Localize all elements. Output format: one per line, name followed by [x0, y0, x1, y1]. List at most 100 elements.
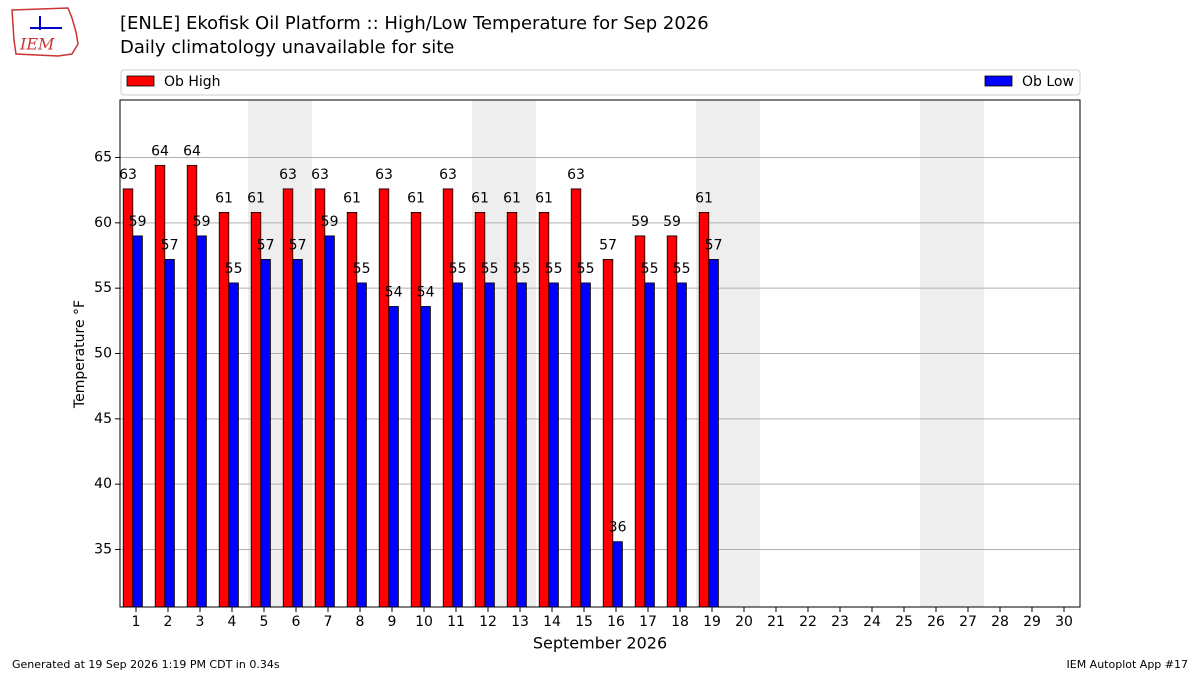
bar	[666, 235, 678, 608]
value-label: 57	[161, 237, 179, 253]
bar	[154, 164, 166, 608]
bar	[676, 282, 687, 608]
y-axis-label: Temperature °F	[72, 300, 88, 409]
bar	[452, 282, 463, 608]
y-tick-label: 40	[94, 476, 112, 492]
value-label: 64	[151, 143, 169, 159]
value-label: 55	[449, 261, 467, 277]
x-tick-label: 23	[831, 614, 849, 630]
x-tick-label: 28	[991, 614, 1009, 630]
bar	[122, 188, 134, 608]
value-label: 54	[417, 284, 435, 300]
value-label: 61	[343, 190, 361, 206]
x-tick-label: 22	[799, 614, 817, 630]
bar	[484, 282, 495, 608]
y-tick-label: 65	[94, 149, 112, 165]
bar	[260, 259, 271, 608]
x-tick-label: 8	[356, 614, 365, 630]
value-label: 55	[481, 261, 499, 277]
bar	[698, 211, 710, 608]
value-label: 61	[695, 190, 713, 206]
x-tick-label: 21	[767, 614, 785, 630]
x-tick-label: 14	[543, 614, 561, 630]
footer-left: Generated at 19 Sep 2026 1:19 PM CDT in …	[12, 658, 280, 671]
x-tick-label: 6	[292, 614, 301, 630]
x-tick-label: 15	[575, 614, 593, 630]
bar	[548, 282, 559, 608]
bar	[708, 259, 719, 608]
bar	[196, 235, 207, 608]
value-label: 63	[439, 167, 457, 183]
value-label: 57	[289, 237, 307, 253]
value-label: 55	[225, 261, 243, 277]
x-tick-label: 9	[388, 614, 397, 630]
plot-frame	[119, 99, 1081, 608]
bar	[442, 188, 454, 608]
chart-title: [ENLE] Ekofisk Oil Platform :: High/Low …	[120, 13, 709, 34]
bar	[356, 282, 367, 608]
bar	[570, 188, 582, 608]
value-label: 63	[375, 167, 393, 183]
value-label: 57	[599, 237, 617, 253]
value-label: 61	[215, 190, 233, 206]
value-label: 61	[247, 190, 265, 206]
x-tick-label: 17	[639, 614, 657, 630]
value-label: 64	[183, 143, 201, 159]
y-tick-label: 55	[94, 280, 112, 296]
x-tick-label: 10	[415, 614, 433, 630]
x-tick-label: 1	[132, 614, 141, 630]
value-label: 55	[353, 261, 371, 277]
value-label: 61	[407, 190, 425, 206]
value-label: 57	[257, 237, 275, 253]
y-tick-label: 50	[94, 346, 112, 362]
value-label: 59	[663, 214, 681, 230]
bar	[228, 282, 239, 608]
x-tick-label: 12	[479, 614, 497, 630]
bar	[186, 164, 198, 608]
value-label: 55	[641, 261, 659, 277]
value-label: 61	[535, 190, 553, 206]
value-label: 63	[311, 167, 329, 183]
x-tick-label: 30	[1055, 614, 1073, 630]
value-label: 63	[279, 167, 297, 183]
x-tick-label: 20	[735, 614, 753, 630]
x-tick-label: 25	[895, 614, 913, 630]
bar	[516, 282, 527, 608]
x-tick-label: 5	[260, 614, 269, 630]
logo-outline	[11, 7, 79, 57]
chart-subtitle: Daily climatology unavailable for site	[120, 37, 454, 58]
y-tick-label: 60	[94, 215, 112, 231]
bar	[602, 259, 614, 608]
x-tick-label: 3	[196, 614, 205, 630]
x-tick-label: 29	[1023, 614, 1041, 630]
x-tick-label: 16	[607, 614, 625, 630]
value-label: 63	[119, 167, 137, 183]
bar	[388, 306, 399, 608]
legend-swatch	[126, 75, 155, 87]
bar	[410, 211, 422, 608]
x-tick-label: 7	[324, 614, 333, 630]
x-tick-label: 27	[959, 614, 977, 630]
legend-swatch	[984, 75, 1013, 87]
value-label: 54	[385, 284, 403, 300]
x-tick-label: 4	[228, 614, 237, 630]
bar	[324, 235, 335, 608]
bar	[378, 188, 390, 608]
x-tick-label: 13	[511, 614, 529, 630]
value-label: 36	[609, 520, 627, 536]
value-label: 55	[513, 261, 531, 277]
legend-label: Ob Low	[1022, 74, 1074, 90]
value-label: 55	[577, 261, 595, 277]
bar	[420, 306, 431, 608]
value-label: 59	[631, 214, 649, 230]
logo-text: IEM	[19, 35, 55, 54]
x-tick-label: 18	[671, 614, 689, 630]
value-label: 55	[545, 261, 563, 277]
bar	[612, 541, 623, 608]
x-tick-label: 2	[164, 614, 173, 630]
x-axis-label: September 2026	[533, 634, 667, 653]
value-label: 59	[193, 214, 211, 230]
bar	[250, 211, 262, 608]
value-label: 63	[567, 167, 585, 183]
